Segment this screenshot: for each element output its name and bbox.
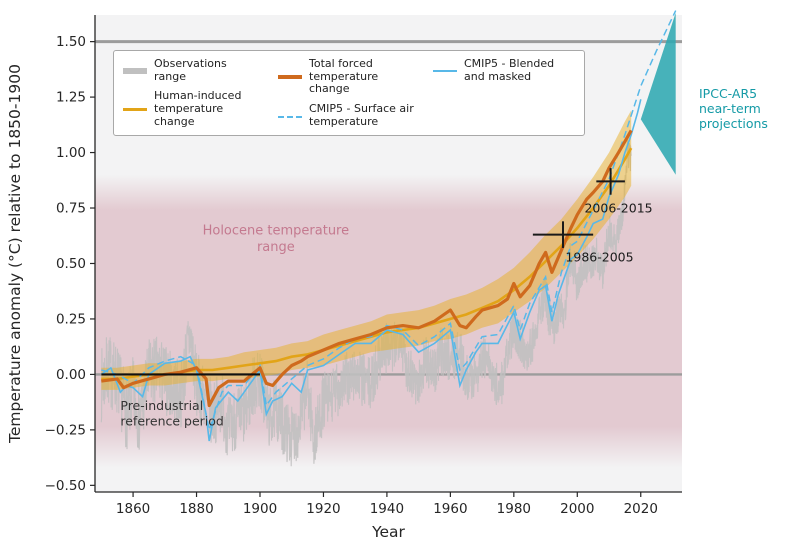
x-tick-label: 2000 [560,501,594,517]
y-tick-label: −0.25 [45,422,86,438]
y-tick-label: −0.50 [45,478,86,494]
y-tick-label: 0.25 [56,311,86,327]
x-tick-label: 1880 [179,501,213,517]
cmip5-blended-series [100,99,642,442]
blue-line-swatch [433,66,457,76]
annotation-holocene: Holocene temperature range [203,224,350,255]
legend-item: CMIP5 - Surface air temperature [278,101,417,128]
legend-column: Total forced temperature change CMIP5 - S… [278,57,417,128]
annotation-preindustrial: Pre-industrial reference period [120,398,223,429]
y-tick-label: 1.50 [56,34,86,50]
error-bar-label: 2006-2015 [584,200,652,215]
x-axis-label: Year [371,523,405,541]
y-axis-label: Temperature anomaly (°C) relative to 185… [6,64,24,444]
x-tick-label: 1940 [370,501,404,517]
x-tick-label: 1860 [116,501,150,517]
ipcc-ar5-projection-wedge [640,12,676,175]
legend-column: CMIP5 - Blended and masked [433,57,572,83]
legend-item-label: Human-induced temperature change [154,89,242,128]
gray-band-swatch [123,66,147,76]
legend-item: Total forced temperature change [278,57,417,96]
legend-item: CMIP5 - Blended and masked [433,57,572,83]
y-tick-label: 0.00 [56,367,86,383]
x-tick-label: 1980 [497,501,531,517]
x-tick-label: 1900 [243,501,277,517]
legend-item: Observations range [123,57,262,83]
y-tick-label: 0.50 [56,256,86,272]
human-induced-band [101,110,632,390]
legend-item-label: Observations range [154,57,227,83]
total-forced-series [101,129,633,408]
yellow-line-swatch [123,104,147,114]
y-tick-label: 0.75 [56,201,86,217]
orange-line-swatch [278,72,302,82]
legend-item: Human-induced temperature change [123,89,262,128]
blue-dashed-swatch [278,111,302,121]
y-tick-label: 1.25 [56,90,86,106]
legend: Observations range Human-induced temperat… [113,50,585,137]
legend-item-label: CMIP5 - Blended and masked [464,57,555,83]
legend-item-label: Total forced temperature change [309,57,379,96]
legend-item-label: CMIP5 - Surface air temperature [309,101,414,128]
error-bar-label: 1986-2005 [565,249,633,264]
x-tick-label: 2020 [624,501,658,517]
y-tick-label: 1.00 [56,145,86,161]
x-tick-label: 1960 [433,501,467,517]
x-tick-label: 1920 [306,501,340,517]
legend-column: Observations range Human-induced temperat… [123,57,262,128]
projection-label: IPCC-AR5 near-term projections [699,86,768,131]
